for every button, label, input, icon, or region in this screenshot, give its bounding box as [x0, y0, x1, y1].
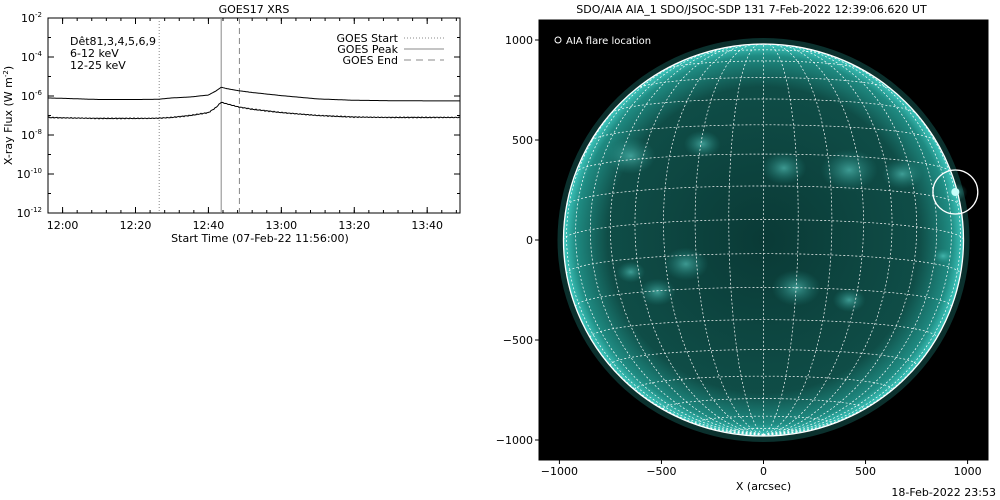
x-tick-label: 13:40: [411, 219, 443, 232]
y-tick-label: 10-2: [21, 11, 42, 25]
x-axis-label: X (arcsec): [736, 480, 791, 493]
x-tick-label: 12:40: [193, 219, 225, 232]
footer-timestamp: 18-Feb-2022 23:53: [891, 486, 996, 499]
latitude-grid-line: [609, 349, 918, 366]
y-tick-label: 0: [526, 234, 533, 247]
y-tick-label: −500: [503, 334, 533, 347]
y-tick-label: 500: [512, 134, 533, 147]
legend-circle-icon: [554, 36, 562, 44]
bright-active-region: [616, 261, 646, 283]
x-tick-label: 0: [760, 465, 767, 478]
bright-active-region: [639, 278, 676, 306]
bright-active-region: [761, 151, 807, 185]
latitude-grid-line: [610, 98, 917, 114]
longitude-grid-line: [634, 44, 764, 436]
y-tick-label: 10-12: [17, 206, 42, 220]
longitude-grid-line: [763, 43, 799, 436]
longitude-grid-line: [566, 74, 764, 436]
longitude-grid-line: [589, 46, 764, 436]
bright-active-region: [820, 149, 878, 191]
bright-active-region: [832, 288, 866, 312]
legend-left-entry: Dêt81,3,4,5,6,9: [70, 35, 156, 48]
latitude-grid-line: [590, 124, 937, 141]
x-tick-label: 12:20: [120, 219, 152, 232]
bright-active-region: [663, 247, 709, 281]
longitude-grid-line: [763, 46, 918, 436]
goes-xrs-chart: GOES17 XRS 10-12 10-10 10-8 10-6 10-4 10-2 12:0…: [2, 3, 461, 245]
y-tick-label: 10-10: [17, 167, 42, 181]
y-tick-label: 10-4: [21, 50, 43, 64]
x-tick-label: −1000: [541, 465, 578, 478]
solar-limb: [562, 43, 965, 437]
legend-right-entry: GOES Peak: [337, 43, 398, 56]
image-legend-text: AIA flare location: [566, 36, 651, 47]
x-tick-label: 500: [855, 465, 876, 478]
legend-left-entry: 6-12 keV: [70, 47, 119, 60]
image-plot-area: [539, 20, 988, 460]
solar-disk-base: [563, 44, 964, 436]
y-axis-label: X-ray Flux (W m-2): [2, 66, 15, 165]
bright-active-region: [932, 248, 954, 264]
legend-right-entry: GOES Start: [337, 32, 399, 45]
longitude-grid-line: [663, 44, 764, 436]
longitude-grid-line: [763, 44, 893, 436]
longitude-grid-line: [728, 43, 764, 436]
bright-active-region: [606, 138, 656, 174]
flare-location-circle: [932, 169, 979, 215]
y-tick-label: −1000: [496, 434, 533, 447]
legend-right-entry: GOES End: [342, 54, 398, 67]
longitude-grid-line: [575, 52, 764, 436]
longitude-grid-line: [763, 44, 833, 436]
flux-series-line: [47, 101, 461, 120]
y-tick-label: 10-6: [21, 89, 43, 103]
image-title: SDO/AIA AIA_1 SDO/JSOC-SDP 131 7-Feb-202…: [576, 3, 927, 16]
x-tick-label: 12:00: [47, 219, 79, 232]
longitude-grid-line: [763, 52, 952, 436]
flare-bright-core: [951, 188, 960, 196]
longitude-grid-line: [694, 44, 764, 436]
longitude-grid-line: [763, 74, 961, 436]
y-tick-label: 10-8: [21, 128, 42, 142]
x-tick-label: 13:20: [338, 219, 370, 232]
latitude-grid-line: [665, 60, 862, 70]
chart-title: GOES17 XRS: [219, 3, 290, 16]
bright-active-region: [881, 159, 923, 189]
x-tick-label: 1000: [954, 465, 982, 478]
latitude-grid-line: [575, 153, 952, 173]
longitude-grid-line: [609, 46, 764, 436]
longitude-grid-line: [763, 46, 938, 436]
latitude-grid-line: [563, 219, 964, 241]
longitude-grid-line: [763, 44, 864, 436]
x-tick-label: −500: [646, 465, 676, 478]
legend-left-entry: 12-25 keV: [70, 59, 126, 72]
bright-active-region: [683, 130, 721, 158]
flux-series-line: [47, 86, 460, 102]
y-tick-label: 1000: [505, 34, 533, 47]
aia-sun-image: SDO/AIA AIA_1 SDO/JSOC-SDP 131 7-Feb-202…: [496, 3, 996, 499]
x-tick-label: 13:00: [265, 219, 297, 232]
latitude-grid-line: [728, 428, 799, 433]
x-axis-label: Start Time (07-Feb-22 11:56:00): [171, 232, 349, 245]
